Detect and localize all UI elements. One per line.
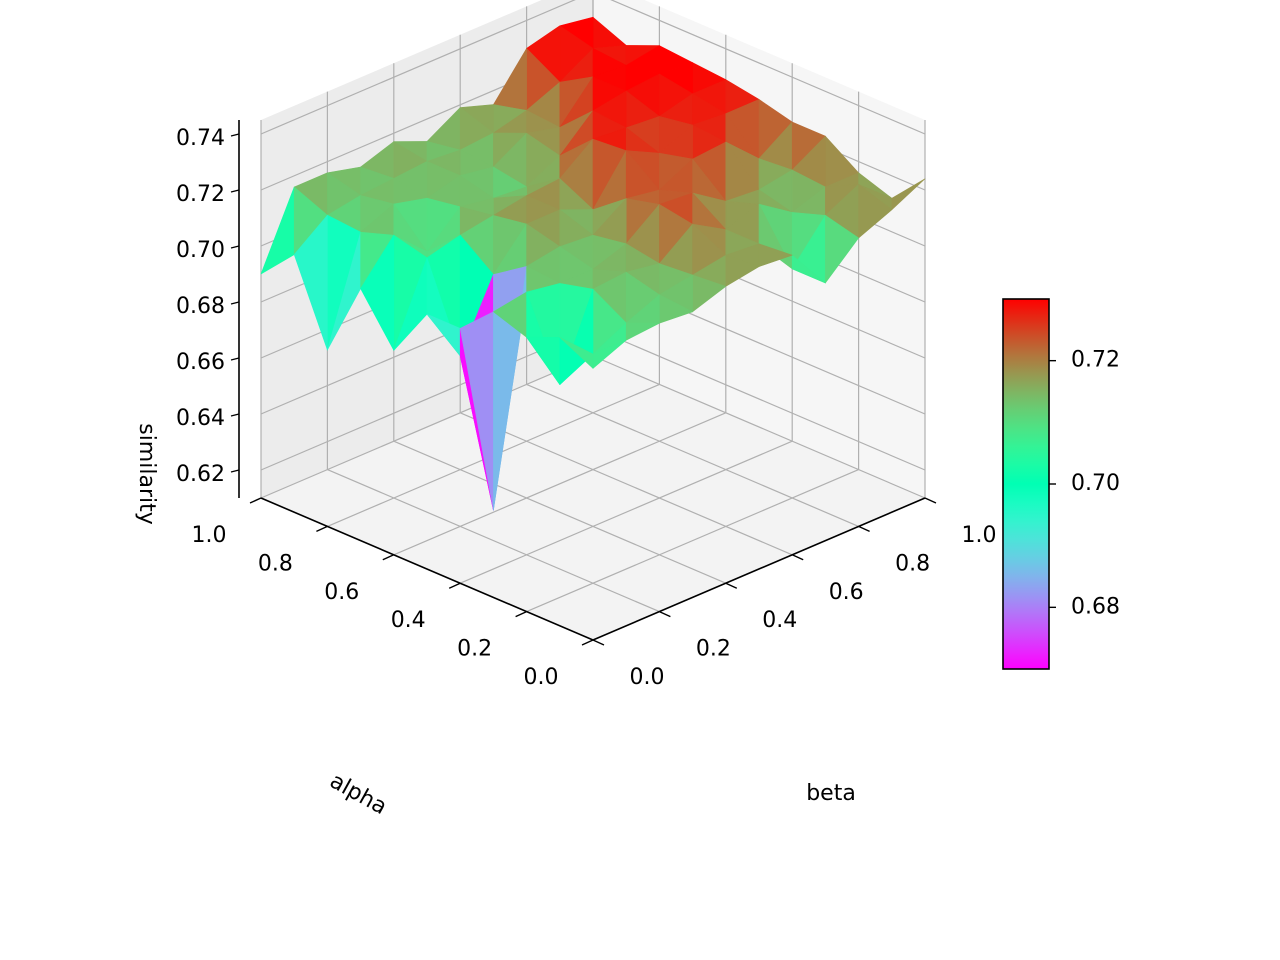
similarity-tick [230, 413, 240, 417]
alpha-tick [382, 554, 395, 561]
beta-tick [725, 582, 738, 589]
alpha-tick-label: 1.0 [192, 523, 227, 548]
similarity-tick [230, 245, 240, 249]
similarity-tick [230, 357, 240, 361]
beta-tick-label: 0.2 [696, 637, 731, 662]
colorbar-tick-label: 0.72 [1071, 348, 1120, 373]
colorbar-gradient [1002, 298, 1050, 670]
beta-tick [924, 497, 937, 504]
surface-facet [891, 178, 926, 211]
surface-facet [625, 322, 660, 341]
similarity-tick [230, 301, 240, 305]
similarity-tick-label: 0.62 [176, 462, 225, 487]
grid-line [459, 440, 793, 584]
alpha-tick-label: 0.0 [524, 665, 559, 690]
y-axis-title: beta [806, 781, 856, 806]
grid-line [260, 355, 594, 499]
axis-lines [230, 120, 937, 646]
colorbar: 0.68 0.70 0.72 [1002, 298, 1120, 670]
beta-tick-label: 0.4 [762, 608, 797, 633]
surface-facet [758, 243, 793, 267]
surface-facet [293, 214, 328, 351]
surface-facet [858, 184, 893, 239]
alpha-tick [316, 525, 328, 533]
alpha-axis-line [260, 497, 594, 641]
beta-tick-label: 0.6 [829, 580, 864, 605]
alpha-tick-label: 0.6 [324, 580, 359, 605]
grid-line [459, 412, 793, 556]
surface-facet [825, 215, 859, 284]
alpha-tick-label: 0.2 [457, 637, 492, 662]
colorbar-tick-label: 0.70 [1071, 471, 1120, 496]
alpha-tick [581, 639, 594, 646]
alpha-tick [448, 582, 461, 589]
beta-axis-line [592, 497, 926, 641]
surface-facet [791, 254, 826, 284]
alpha-tick [249, 497, 262, 504]
surface-mesh [260, 16, 926, 511]
beta-tick [858, 525, 870, 533]
similarity-tick-label: 0.64 [176, 406, 225, 431]
beta-tick [659, 610, 671, 618]
alpha-tick-label: 0.4 [391, 608, 426, 633]
tick-labels: 0.0 0.2 0.4 0.6 0.8 1.0 0.0 0.2 0.4 0.6 0.8 1.0 0.62… [176, 126, 996, 690]
alpha-tick-label: 0.8 [258, 551, 293, 576]
similarity-tick [230, 469, 240, 473]
beta-tick-label: 0.8 [895, 551, 930, 576]
grid-line [327, 469, 660, 613]
colorbar-tick-label: 0.68 [1071, 594, 1120, 619]
z-axis-title: similarity [134, 423, 159, 525]
alpha-tick [515, 610, 527, 618]
grid-line [592, 355, 926, 499]
similarity-tick-label: 0.70 [176, 238, 225, 263]
similarity-tick-label: 0.68 [176, 294, 225, 319]
beta-tick [791, 554, 804, 561]
similarity-tick-label: 0.72 [176, 182, 225, 207]
x-axis-title: alpha [325, 769, 390, 820]
beta-tick-label: 0.0 [630, 665, 665, 690]
similarity-tick [230, 189, 240, 193]
grid-line [260, 0, 576, 135]
grid-line [592, 327, 926, 471]
surface-facet [360, 234, 395, 351]
surface-facet [592, 339, 627, 369]
similarity-tick-label: 0.66 [176, 350, 225, 375]
beta-tick [592, 639, 605, 646]
surface-facet [725, 254, 760, 287]
grid-line [393, 440, 727, 584]
grid-line [526, 383, 859, 527]
grid-line [610, 0, 926, 135]
beta-tick-label: 1.0 [962, 523, 997, 548]
similarity-tick [230, 133, 240, 137]
grid-line [393, 412, 727, 556]
grid-line [526, 469, 859, 613]
similarity-tick-label: 0.74 [176, 126, 225, 151]
